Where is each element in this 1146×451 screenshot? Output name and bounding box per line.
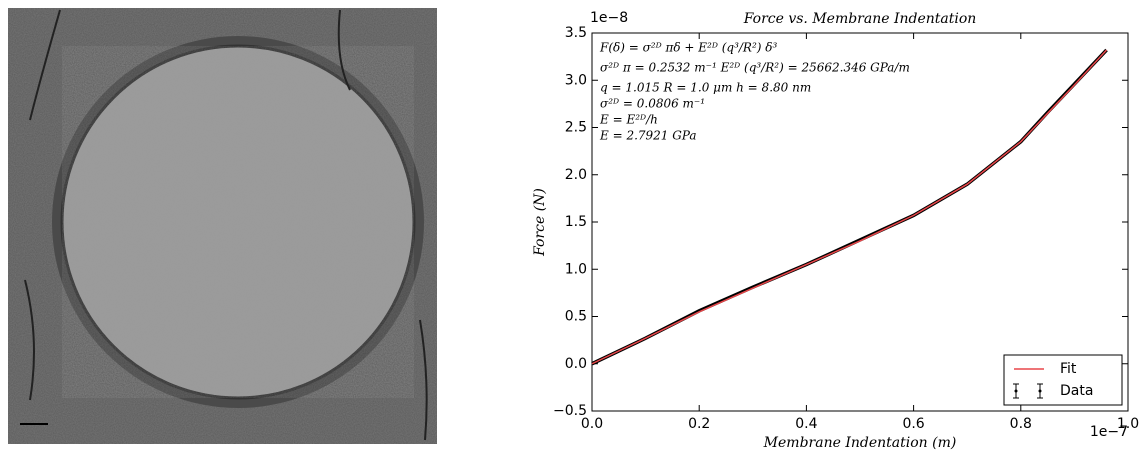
annotation: σ²ᴰ π = 0.2532 m⁻¹ E²ᴰ (q³/R²) = 25662.3… (600, 61, 910, 75)
x-tick-label: 0.6 (902, 416, 924, 432)
x-offset: 1e−7 (1090, 424, 1128, 440)
x-tick-label: 0.4 (795, 416, 817, 432)
annotation: q = 1.015 R = 1.0 μm h = 8.80 nm (600, 81, 811, 95)
legend-swatch (1038, 389, 1042, 393)
y-tick-label: 1.5 (565, 214, 587, 230)
y-tick-label: 3.0 (565, 72, 587, 88)
y-tick-label: 0.0 (565, 356, 587, 372)
y-tick-label: 2.0 (565, 167, 587, 183)
series-line (591, 49, 1108, 365)
y-tick-label: −0.5 (553, 403, 587, 419)
micrograph (8, 8, 437, 444)
y-tick-label: 3.5 (565, 25, 587, 41)
legend-swatch (1014, 389, 1018, 393)
x-axis-label: Membrane Indentation (m) (763, 435, 957, 451)
annotation: σ²ᴰ = 0.0806 m⁻¹ (600, 97, 705, 111)
legend-label: Fit (1060, 361, 1077, 377)
y-tick-label: 1.0 (565, 261, 587, 277)
annotation: E = E²ᴰ/h (599, 113, 658, 127)
annotation: F(δ) = σ²ᴰ πδ + E²ᴰ (q³/R²) δ³ (599, 41, 777, 55)
legend-box (1003, 354, 1123, 406)
y-axis-label: Force (N) (532, 188, 548, 257)
y-tick-label: 2.5 (565, 120, 587, 136)
x-tick-label: 0.0 (581, 416, 603, 432)
chart-title: Force vs. Membrane Indentation (743, 11, 977, 27)
y-offset: 1e−8 (590, 10, 628, 26)
y-tick-label: 0.5 (565, 309, 587, 325)
x-tick-label: 0.8 (1010, 416, 1032, 432)
legend-label: Data (1060, 383, 1093, 399)
x-tick-label: 1.0 (1117, 416, 1139, 432)
x-tick-label: 0.2 (688, 416, 710, 432)
annotation: E = 2.7921 GPa (599, 129, 697, 143)
